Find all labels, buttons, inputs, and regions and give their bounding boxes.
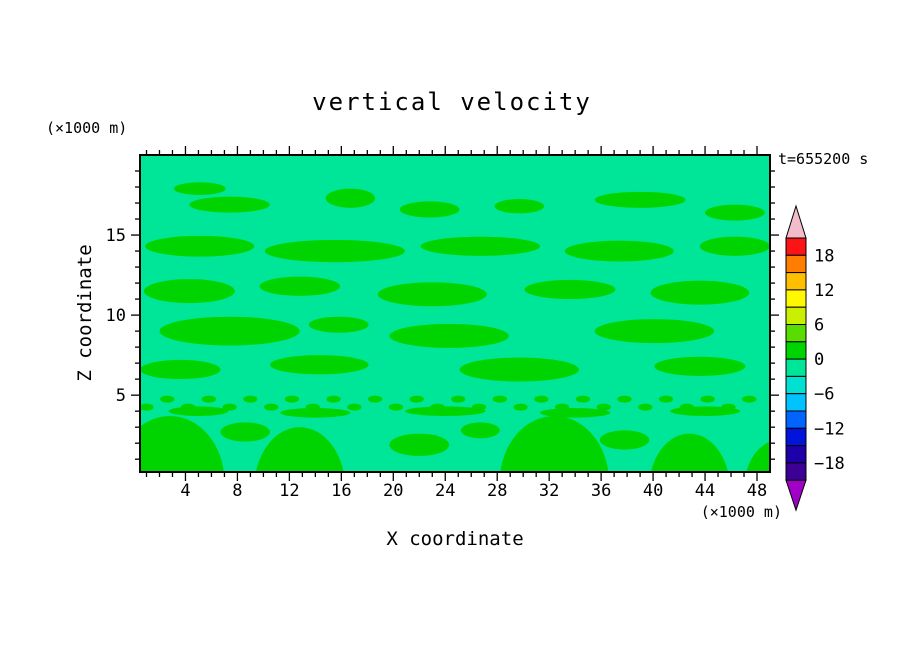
colorbar-label: 0 bbox=[814, 350, 824, 370]
z-tick-label: 10 bbox=[106, 306, 126, 326]
x-axis-title: X coordinate bbox=[386, 528, 524, 550]
colorbar-segment bbox=[785, 358, 807, 377]
x-tick-label: 40 bbox=[643, 481, 663, 501]
z-tick-labels: 5 10 15 bbox=[106, 226, 126, 406]
z-axis-unit-label: (×1000 m) bbox=[46, 119, 128, 137]
colorbar: 18 12 6 0 −6 −12 −18 bbox=[785, 204, 845, 512]
colorbar-label: 12 bbox=[814, 281, 834, 301]
x-tick-label: 48 bbox=[747, 481, 767, 501]
colorbar-label: −6 bbox=[814, 385, 834, 405]
colorbar-label: 18 bbox=[814, 246, 834, 266]
colorbar-segment bbox=[785, 410, 807, 429]
contour-regions bbox=[140, 182, 770, 472]
plot-frame bbox=[139, 154, 771, 473]
colorbar-bottom-arrow bbox=[785, 479, 807, 512]
plot-title: vertical velocity bbox=[312, 88, 592, 116]
x-tick-label: 16 bbox=[331, 481, 351, 501]
colorbar-segment bbox=[785, 462, 807, 481]
colorbar-segment bbox=[785, 341, 807, 360]
colorbar-segment bbox=[785, 445, 807, 464]
colorbar-segment bbox=[785, 306, 807, 326]
x-tick-labels: 4 8 12 16 20 24 28 32 36 40 44 48 bbox=[180, 481, 767, 501]
colorbar-segment bbox=[785, 427, 807, 447]
x-tick-label: 20 bbox=[383, 481, 403, 501]
x-axis-unit-label: (×1000 m) bbox=[700, 503, 782, 521]
x-tick-label: 12 bbox=[279, 481, 299, 501]
colorbar-segment bbox=[785, 254, 807, 274]
axis-ticks bbox=[131, 146, 779, 481]
colorbar-top-arrow bbox=[785, 204, 807, 239]
x-tick-label: 28 bbox=[487, 481, 507, 501]
colorbar-segment bbox=[785, 375, 807, 395]
colorbar-segment bbox=[785, 324, 807, 343]
colorbar-label: −18 bbox=[814, 454, 845, 474]
x-tick-label: 4 bbox=[180, 481, 190, 501]
z-tick-label: 5 bbox=[116, 386, 126, 406]
z-tick-label: 15 bbox=[106, 226, 126, 246]
x-tick-label: 24 bbox=[435, 481, 455, 501]
x-tick-label: 32 bbox=[539, 481, 559, 501]
colorbar-segment bbox=[785, 393, 807, 412]
x-tick-label: 8 bbox=[232, 481, 242, 501]
time-annotation: t=655200 s bbox=[778, 150, 869, 168]
colorbar-label: 6 bbox=[814, 316, 824, 336]
colorbar-segment bbox=[785, 272, 807, 291]
colorbar-label: −12 bbox=[814, 419, 845, 439]
x-tick-label: 36 bbox=[591, 481, 611, 501]
colorbar-segment bbox=[785, 289, 807, 308]
x-tick-label: 44 bbox=[695, 481, 715, 501]
colorbar-segment bbox=[785, 237, 807, 256]
